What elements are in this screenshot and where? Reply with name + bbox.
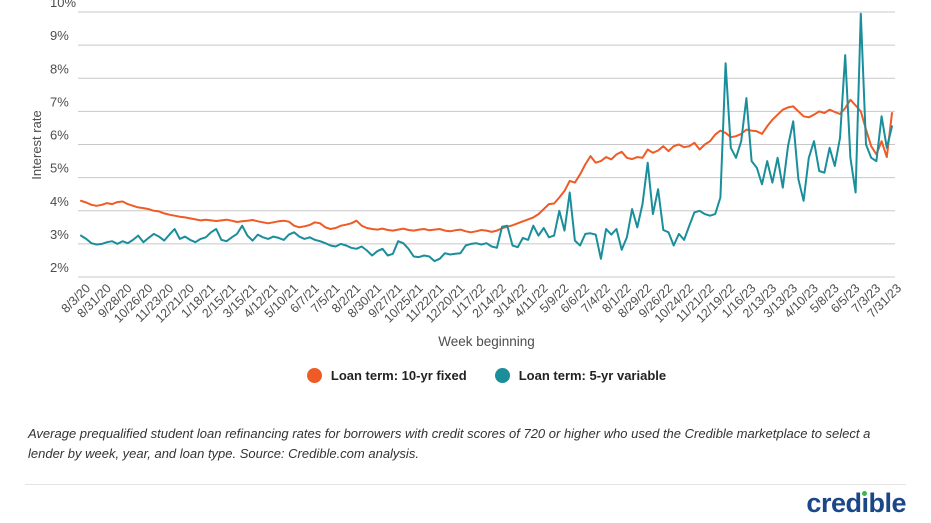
series-line-10yr-fixed[interactable]	[80, 98, 893, 234]
y-tick-label: 7%	[50, 94, 69, 109]
y-tick-label: 3%	[50, 227, 69, 242]
y-tick-label: 9%	[50, 28, 69, 43]
footer-divider	[25, 484, 906, 485]
y-tick-label: 10%	[50, 0, 76, 10]
y-tick-label: 4%	[50, 194, 69, 209]
series-line-5yr-variable[interactable]	[80, 12, 893, 263]
logo-text-pre: cred	[806, 488, 862, 518]
legend-item-5yr-variable: Loan term: 5-yr variable	[494, 368, 667, 383]
legend-label-10yr-fixed: Loan term: 10-yr fixed	[330, 368, 467, 383]
legend-dot-10yr-fixed-icon	[306, 368, 322, 383]
legend-dot-5yr-variable-icon	[494, 368, 510, 383]
logo-i-dot-icon	[862, 491, 868, 496]
y-tick-label: 5%	[50, 161, 69, 176]
x-axis-title: Week beginning	[438, 334, 535, 349]
credible-logo: cred ıble	[806, 489, 906, 517]
y-tick-label: 8%	[50, 61, 69, 76]
y-tick-label: 6%	[50, 128, 69, 143]
rates-line-chart[interactable]: 2%3%4%5%6%7%8%9%10%Interest rate8/3/208/…	[0, 0, 931, 332]
legend-item-10yr-fixed: Loan term: 10-yr fixed	[306, 368, 467, 383]
source-footnote: Average prequalified student loan refina…	[28, 426, 871, 461]
y-axis-title: Interest rate	[29, 110, 44, 179]
logo-text-post: ble	[868, 488, 906, 518]
y-tick-label: 2%	[50, 260, 69, 275]
logo-letter-i: ı	[861, 488, 869, 518]
legend-label-5yr-variable: Loan term: 5-yr variable	[518, 368, 667, 383]
chart-legend: Loan term: 10-yr fixed Loan term: 5-yr v…	[78, 368, 895, 383]
